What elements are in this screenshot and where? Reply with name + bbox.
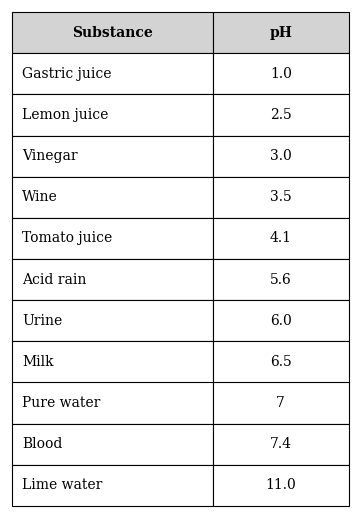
Bar (213, 341, 349, 382)
Text: 11.0: 11.0 (265, 479, 296, 493)
Text: Milk: Milk (22, 355, 54, 369)
Bar (12, 136, 213, 177)
Bar (12, 465, 213, 506)
Bar (213, 300, 349, 341)
Bar (12, 218, 213, 259)
Bar (12, 300, 213, 341)
Text: Urine: Urine (22, 314, 62, 328)
Bar (213, 53, 349, 94)
Text: Wine: Wine (22, 190, 58, 204)
Text: 7.4: 7.4 (270, 437, 292, 451)
Text: Pure water: Pure water (22, 396, 100, 410)
Bar (12, 94, 213, 136)
Text: 3.0: 3.0 (270, 149, 292, 163)
Bar (12, 341, 213, 382)
Text: Blood: Blood (22, 437, 62, 451)
Bar (12, 53, 213, 94)
Bar (12, 12, 213, 53)
Bar (12, 382, 213, 424)
Bar (213, 177, 349, 218)
Bar (213, 218, 349, 259)
Text: pH: pH (269, 25, 292, 39)
Text: 6.5: 6.5 (270, 355, 292, 369)
Text: 6.0: 6.0 (270, 314, 292, 328)
Text: 2.5: 2.5 (270, 108, 292, 122)
Text: 1.0: 1.0 (270, 67, 292, 81)
Bar (213, 382, 349, 424)
Text: Vinegar: Vinegar (22, 149, 78, 163)
Text: Lemon juice: Lemon juice (22, 108, 108, 122)
Text: Tomato juice: Tomato juice (22, 232, 112, 246)
Text: Lime water: Lime water (22, 479, 103, 493)
Bar (213, 259, 349, 300)
Bar (12, 177, 213, 218)
Text: Substance: Substance (72, 25, 153, 39)
Bar (12, 259, 213, 300)
Bar (213, 94, 349, 136)
Bar (213, 424, 349, 465)
Bar (12, 424, 213, 465)
Text: 3.5: 3.5 (270, 190, 292, 204)
Text: Gastric juice: Gastric juice (22, 67, 112, 81)
Text: Acid rain: Acid rain (22, 272, 86, 286)
Bar (213, 136, 349, 177)
Text: 7: 7 (276, 396, 285, 410)
Text: 4.1: 4.1 (270, 232, 292, 246)
Text: 5.6: 5.6 (270, 272, 292, 286)
Bar (213, 465, 349, 506)
Bar (213, 12, 349, 53)
